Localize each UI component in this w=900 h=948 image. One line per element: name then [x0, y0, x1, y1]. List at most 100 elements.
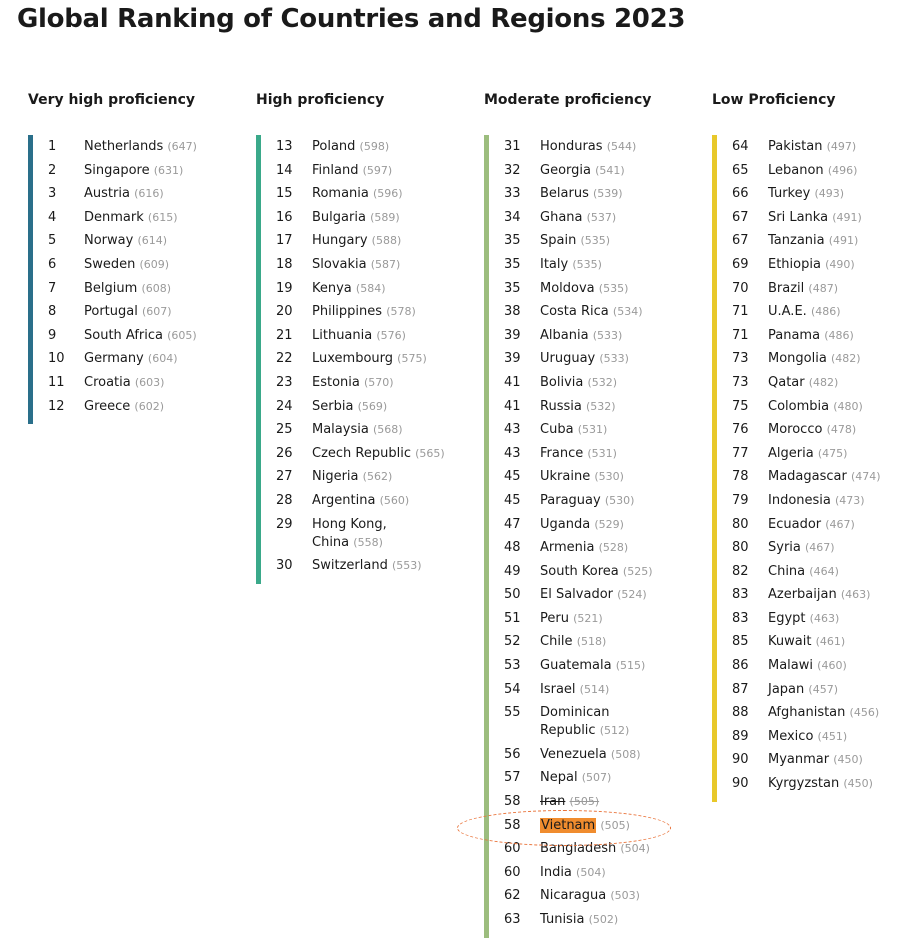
country-name: Slovakia — [312, 256, 367, 272]
country-score: (608) — [141, 281, 172, 295]
country-entry: Madagascar (474) — [768, 468, 900, 486]
country-entry: Germany (604) — [84, 350, 248, 368]
rank-number: 71 — [732, 304, 749, 320]
ranking-row: 89 Mexico (451) — [732, 728, 900, 746]
country-score: (535) — [572, 257, 602, 271]
ranking-row: 13 Poland (598) — [276, 138, 476, 156]
column-heading: Moderate proficiency — [484, 92, 652, 108]
country-name: Pakistan — [768, 139, 823, 154]
country-name: Ukraine — [540, 469, 591, 485]
country-name: Honduras — [540, 139, 603, 154]
ranking-row: 15 Romania (596) — [276, 185, 476, 203]
ranking-row: 62 Nicaragua (503) — [504, 887, 704, 905]
rank-number: 58 — [504, 794, 521, 810]
country-name: Venezuela — [540, 746, 607, 762]
ranking-row: 39 Albania (533) — [504, 327, 704, 345]
rank-number: 87 — [732, 681, 749, 697]
country-entry: Albania (533) — [540, 327, 704, 345]
ranking-row: 27 Nigeria (562) — [276, 468, 476, 486]
country-entry: South Africa (605) — [84, 327, 248, 345]
country-entry: Algeria (475) — [768, 445, 900, 463]
country-entry: Singapore (631) — [84, 162, 248, 180]
country-score: (493) — [814, 187, 845, 201]
country-score: (507) — [581, 771, 612, 785]
country-entry: Romania (596) — [312, 185, 476, 203]
ranking-row: 31 Honduras (544) — [504, 138, 704, 156]
country-score: (450) — [843, 777, 873, 791]
column-low: Low Proficiency 64 Pakistan (497) 65 Lebano… — [712, 92, 900, 802]
country-score: (473) — [835, 493, 865, 507]
country-score: (451) — [817, 729, 848, 743]
country-entry: Russia (532) — [540, 398, 704, 416]
country-entry: Panama (486) — [768, 327, 900, 345]
page-title: Global Ranking of Countries and Regions … — [17, 4, 686, 34]
rank-number: 41 — [504, 374, 521, 390]
country-entry: Moldova (535) — [540, 280, 704, 298]
rank-number: 45 — [504, 492, 521, 508]
ranking-row: 20 Philippines (578) — [276, 303, 476, 321]
country-score: (631) — [153, 163, 184, 177]
rank-number: 86 — [732, 658, 749, 674]
country-name: Mongolia — [768, 351, 827, 367]
country-entry: France (531) — [540, 445, 704, 463]
rank-number: 53 — [504, 658, 521, 674]
country-entry: Brazil (487) — [768, 280, 900, 298]
country-entry: Myanmar (450) — [768, 751, 900, 769]
country-score: (598) — [359, 140, 390, 153]
country-entry: Malawi (460) — [768, 657, 900, 675]
country-entry: Ukraine (530) — [540, 468, 704, 486]
country-entry: Lithuania (576) — [312, 327, 476, 345]
country-name: Philippines — [312, 304, 383, 320]
ranking-row: 8 Portugal (607) — [48, 303, 248, 321]
country-score: (588) — [371, 234, 402, 248]
country-entry: Iran (505) — [540, 793, 704, 811]
country-score: (533) — [599, 352, 629, 366]
ranking-row: 35 Spain (535) — [504, 232, 704, 250]
country-entry: Chile (518) — [540, 633, 704, 651]
rank-number: 67 — [732, 209, 749, 225]
rank-number: 4 — [48, 209, 57, 225]
column-heading: Low Proficiency — [712, 92, 836, 108]
rank-number: 27 — [276, 469, 293, 485]
rank-number: 60 — [504, 864, 521, 880]
country-name: Cuba — [540, 422, 574, 438]
rank-number: 63 — [504, 912, 521, 927]
country-entry: Uganda (529) — [540, 516, 704, 534]
ranking-row: 41 Bolivia (532) — [504, 374, 704, 392]
country-score: (456) — [849, 706, 880, 720]
rank-number: 3 — [48, 186, 57, 202]
country-score: (647) — [167, 140, 197, 153]
country-entry: Poland (598) — [312, 138, 476, 156]
country-score: (504) — [620, 842, 650, 856]
rank-number: 35 — [504, 256, 521, 272]
country-entry: Nicaragua (503) — [540, 887, 704, 905]
country-entry: Georgia (541) — [540, 162, 704, 180]
country-score: (478) — [826, 423, 857, 437]
country-entry: China (464) — [768, 563, 900, 581]
ranking-row: 69 Ethiopia (490) — [732, 256, 900, 274]
country-entry: Venezuela (508) — [540, 746, 704, 764]
country-score: (475) — [817, 446, 848, 460]
country-entry: Paraguay (530) — [540, 492, 704, 510]
ranking-row: 64 Pakistan (497) — [732, 138, 900, 156]
country-entry: Portugal (607) — [84, 303, 248, 321]
ranking-row: 23 Estonia (570) — [276, 374, 476, 392]
ranking-row: 78 Madagascar (474) — [732, 468, 900, 486]
rank-number: 24 — [276, 398, 293, 414]
country-score: (589) — [370, 210, 400, 224]
country-score: (570) — [364, 375, 394, 389]
country-name: China — [768, 563, 806, 579]
country-score: (530) — [604, 493, 635, 507]
rank-number: 80 — [732, 516, 749, 532]
country-name: Hong Kong, China — [312, 516, 387, 550]
country-name: Finland — [312, 162, 359, 178]
country-entry: U.A.E. (486) — [768, 303, 900, 321]
country-name: Switzerland — [312, 558, 388, 574]
rank-number: 60 — [504, 841, 521, 857]
rank-number: 10 — [48, 351, 65, 367]
country-entry: Czech Republic (565) — [312, 445, 476, 463]
country-score: (486) — [810, 305, 841, 319]
ranking-row: 66 Turkey (493) — [732, 185, 900, 203]
rank-number: 83 — [732, 610, 749, 626]
rank-number: 19 — [276, 280, 293, 296]
